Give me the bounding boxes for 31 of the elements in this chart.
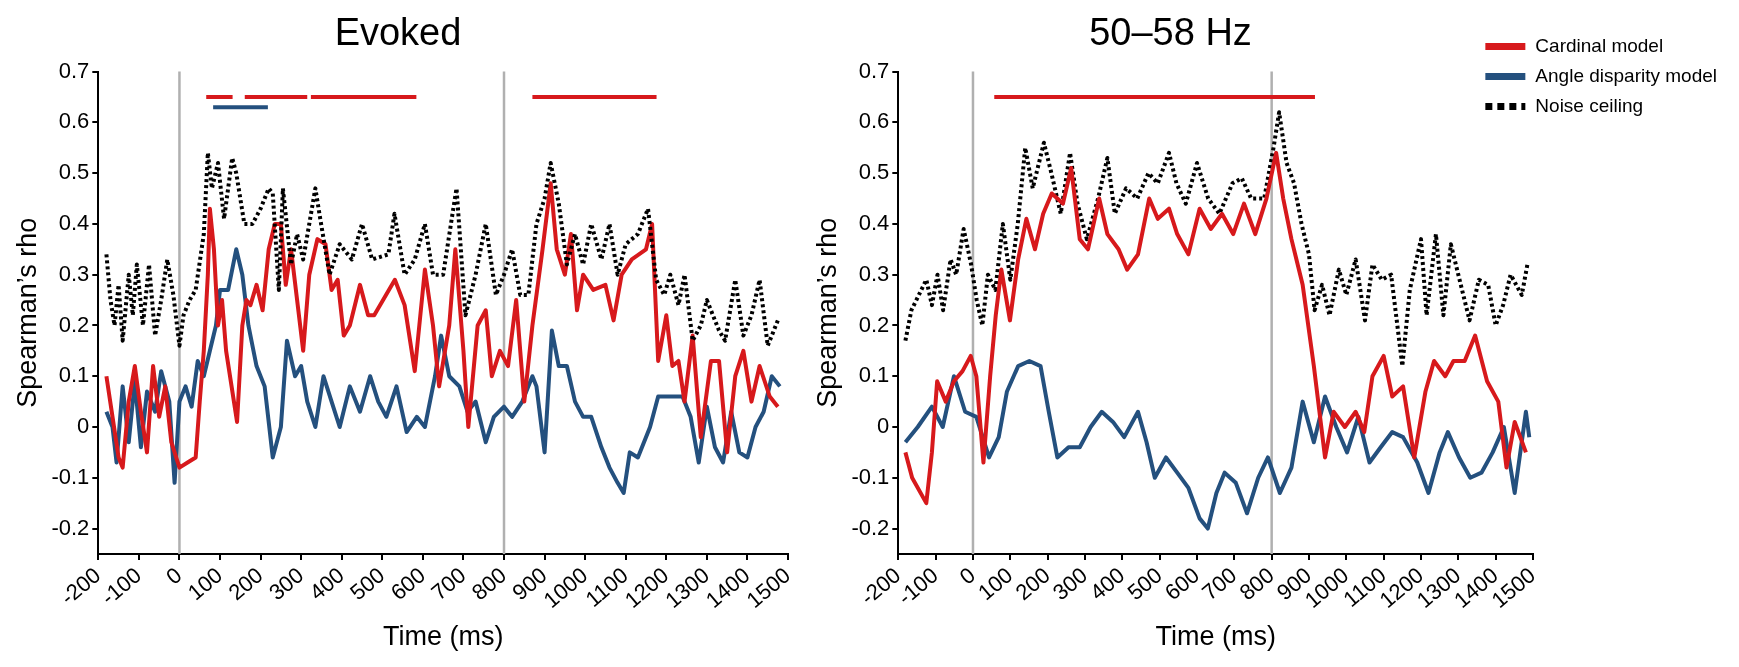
- y-tick-label: -0.1: [851, 463, 890, 489]
- x-axis-title: Time (ms): [1155, 621, 1276, 652]
- y-tick-label: 0.1: [58, 362, 90, 388]
- y-tick-label: 0.7: [58, 57, 90, 83]
- x-tick-label: -200: [55, 562, 106, 610]
- y-tick-label: 0: [877, 413, 890, 439]
- legend-label: Angle disparity model: [1535, 64, 1718, 86]
- y-tick-label: 0.4: [858, 209, 890, 235]
- x-tick-label: 500: [1122, 562, 1167, 606]
- y-tick-label: 0.2: [58, 311, 90, 337]
- chart-title: Evoked: [334, 11, 462, 54]
- y-axis-title: Spearman’s rho: [11, 217, 42, 408]
- y-tick-label: 0.6: [858, 108, 890, 134]
- y-axis-title: Spearman’s rho: [811, 217, 842, 408]
- y-tick-label: 0.5: [858, 159, 890, 185]
- y-tick-label: 0.6: [58, 108, 90, 134]
- y-tick-label: -0.2: [851, 514, 890, 540]
- y-tick-label: 0.5: [58, 159, 90, 185]
- y-tick-label: -0.2: [51, 514, 90, 540]
- y-tick-label: 0.2: [858, 311, 890, 337]
- y-tick-label: 0: [77, 413, 90, 439]
- chart-title: 50–58 Hz: [1089, 11, 1252, 54]
- legend-label: Cardinal model: [1535, 34, 1664, 56]
- y-tick-label: 0.3: [858, 260, 890, 286]
- y-tick-label: 0.4: [58, 209, 90, 235]
- x-axis-title: Time (ms): [382, 621, 504, 652]
- y-tick-label: -0.1: [51, 463, 90, 489]
- y-tick-label: 0.7: [858, 57, 890, 83]
- y-tick-label: 0.3: [58, 260, 90, 286]
- legend-label: Noise ceiling: [1535, 94, 1644, 116]
- y-tick-label: 0.1: [858, 362, 890, 388]
